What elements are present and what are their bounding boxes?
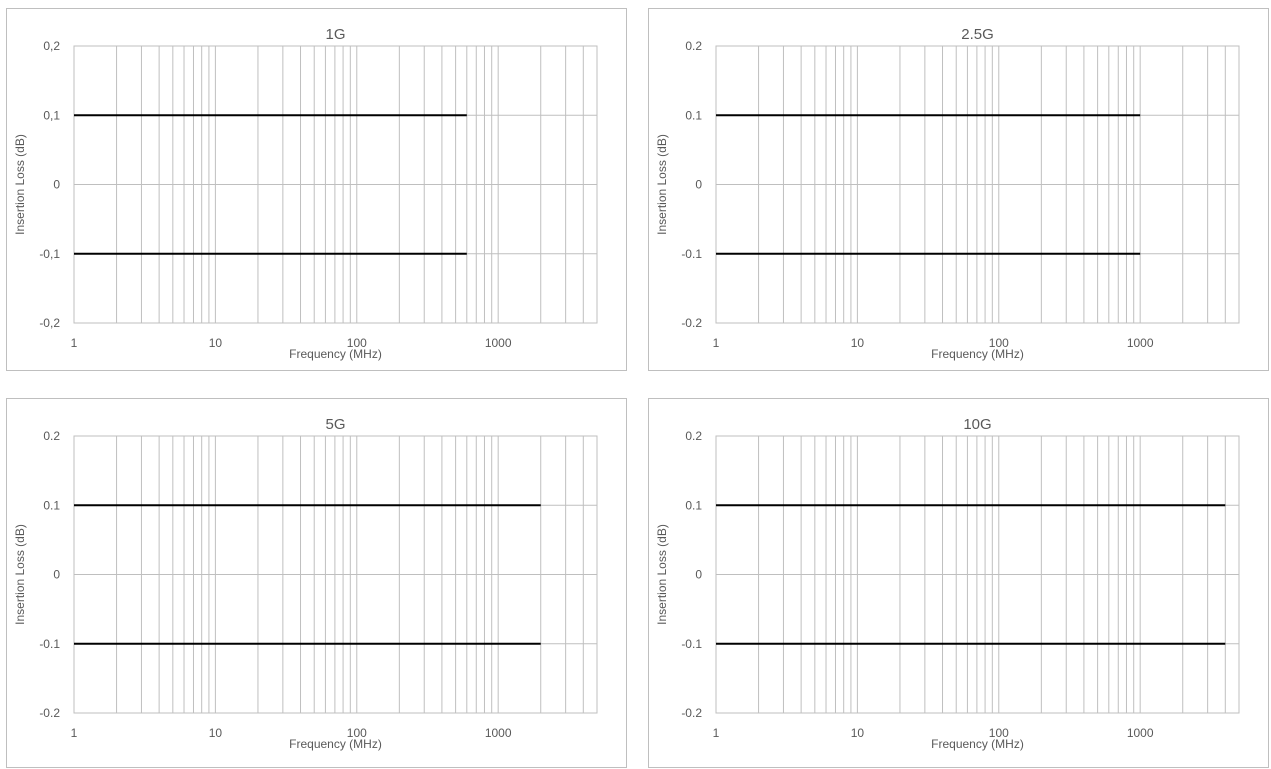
x-tick-label: 1000 xyxy=(1127,726,1154,740)
y-tick-label: -0.1 xyxy=(681,247,702,261)
chart-panel-2-5g: 0.2 0.1 0 -0.1 -0.2 1 10 100 1000 2.5G Frequency (… xyxy=(648,8,1269,371)
chart-title: 1G xyxy=(325,26,345,43)
chart-panel-1g: 0,2 0,1 0 -0,1 -0,2 1 10 100 1000 1G Frequency (MH… xyxy=(6,8,627,371)
y-axis-label: Insertion Loss (dB) xyxy=(655,134,669,235)
x-tick-label: 100 xyxy=(989,726,1009,740)
chart-title: 10G xyxy=(963,416,991,433)
y-tick-label: 0 xyxy=(695,568,702,582)
x-tick-label: 1 xyxy=(71,726,78,740)
plot-area xyxy=(715,45,1240,324)
chart-title: 5G xyxy=(325,416,345,433)
x-tick-label: 100 xyxy=(347,726,367,740)
y-tick-label: 0 xyxy=(695,178,702,192)
x-tick-label: 1000 xyxy=(1127,336,1154,350)
y-axis-label: Insertion Loss (dB) xyxy=(13,134,27,235)
chart-title: 2.5G xyxy=(961,26,994,43)
y-tick-label: 0.1 xyxy=(43,498,60,512)
y-tick-label: 0,2 xyxy=(43,39,60,53)
x-tick-label: 1000 xyxy=(485,726,512,740)
x-axis-label: Frequency (MHz) xyxy=(931,737,1024,751)
plot-area xyxy=(73,435,598,714)
x-tick-label: 10 xyxy=(851,726,865,740)
y-tick-label: -0.1 xyxy=(39,637,60,651)
y-axis-label: Insertion Loss (dB) xyxy=(13,524,27,625)
x-tick-label: 10 xyxy=(851,336,865,350)
chart-2-5g: 0.2 0.1 0 -0.1 -0.2 1 10 100 1000 2.5G Frequency (… xyxy=(655,26,1240,361)
y-tick-label: 0 xyxy=(53,568,60,582)
y-tick-label: 0.2 xyxy=(685,429,702,443)
x-axis-label: Frequency (MHz) xyxy=(289,737,382,751)
y-tick-label: -0.2 xyxy=(39,706,60,720)
x-tick-label: 1 xyxy=(713,726,720,740)
x-axis-label: Frequency (MHz) xyxy=(289,347,382,361)
y-tick-label: 0.1 xyxy=(685,108,702,122)
y-axis-label: Insertion Loss (dB) xyxy=(655,524,669,625)
x-tick-label: 1 xyxy=(71,336,78,350)
y-tick-label: -0,2 xyxy=(39,316,60,330)
y-tick-label: 0 xyxy=(53,178,60,192)
x-tick-label: 1 xyxy=(713,336,720,350)
y-tick-label: 0.1 xyxy=(685,498,702,512)
y-tick-label: 0.2 xyxy=(685,39,702,53)
x-tick-label: 10 xyxy=(209,336,223,350)
chart-panel-10g: 0.2 0.1 0 -0.1 -0.2 1 10 100 1000 10G Frequency (M… xyxy=(648,398,1269,768)
plot-area xyxy=(715,435,1240,714)
y-tick-label: 0,1 xyxy=(43,108,60,122)
chart-5g: 0.2 0.1 0 -0.1 -0.2 1 10 100 1000 5G Frequency (MH… xyxy=(13,416,598,751)
chart-10g: 0.2 0.1 0 -0.1 -0.2 1 10 100 1000 10G Frequency (M… xyxy=(655,416,1240,751)
x-tick-label: 10 xyxy=(209,726,223,740)
chart-1g: 0,2 0,1 0 -0,1 -0,2 1 10 100 1000 1G Frequency (MH… xyxy=(13,26,598,361)
x-tick-label: 100 xyxy=(989,336,1009,350)
chart-panel-5g: 0.2 0.1 0 -0.1 -0.2 1 10 100 1000 5G Frequency (MH… xyxy=(6,398,627,768)
x-tick-label: 1000 xyxy=(485,336,512,350)
y-tick-label: -0.1 xyxy=(681,637,702,651)
y-tick-label: 0.2 xyxy=(43,429,60,443)
x-axis-label: Frequency (MHz) xyxy=(931,347,1024,361)
x-tick-label: 100 xyxy=(347,336,367,350)
y-tick-label: -0,1 xyxy=(39,247,60,261)
plot-area xyxy=(73,45,598,324)
y-tick-label: -0.2 xyxy=(681,706,702,720)
y-tick-label: -0.2 xyxy=(681,316,702,330)
